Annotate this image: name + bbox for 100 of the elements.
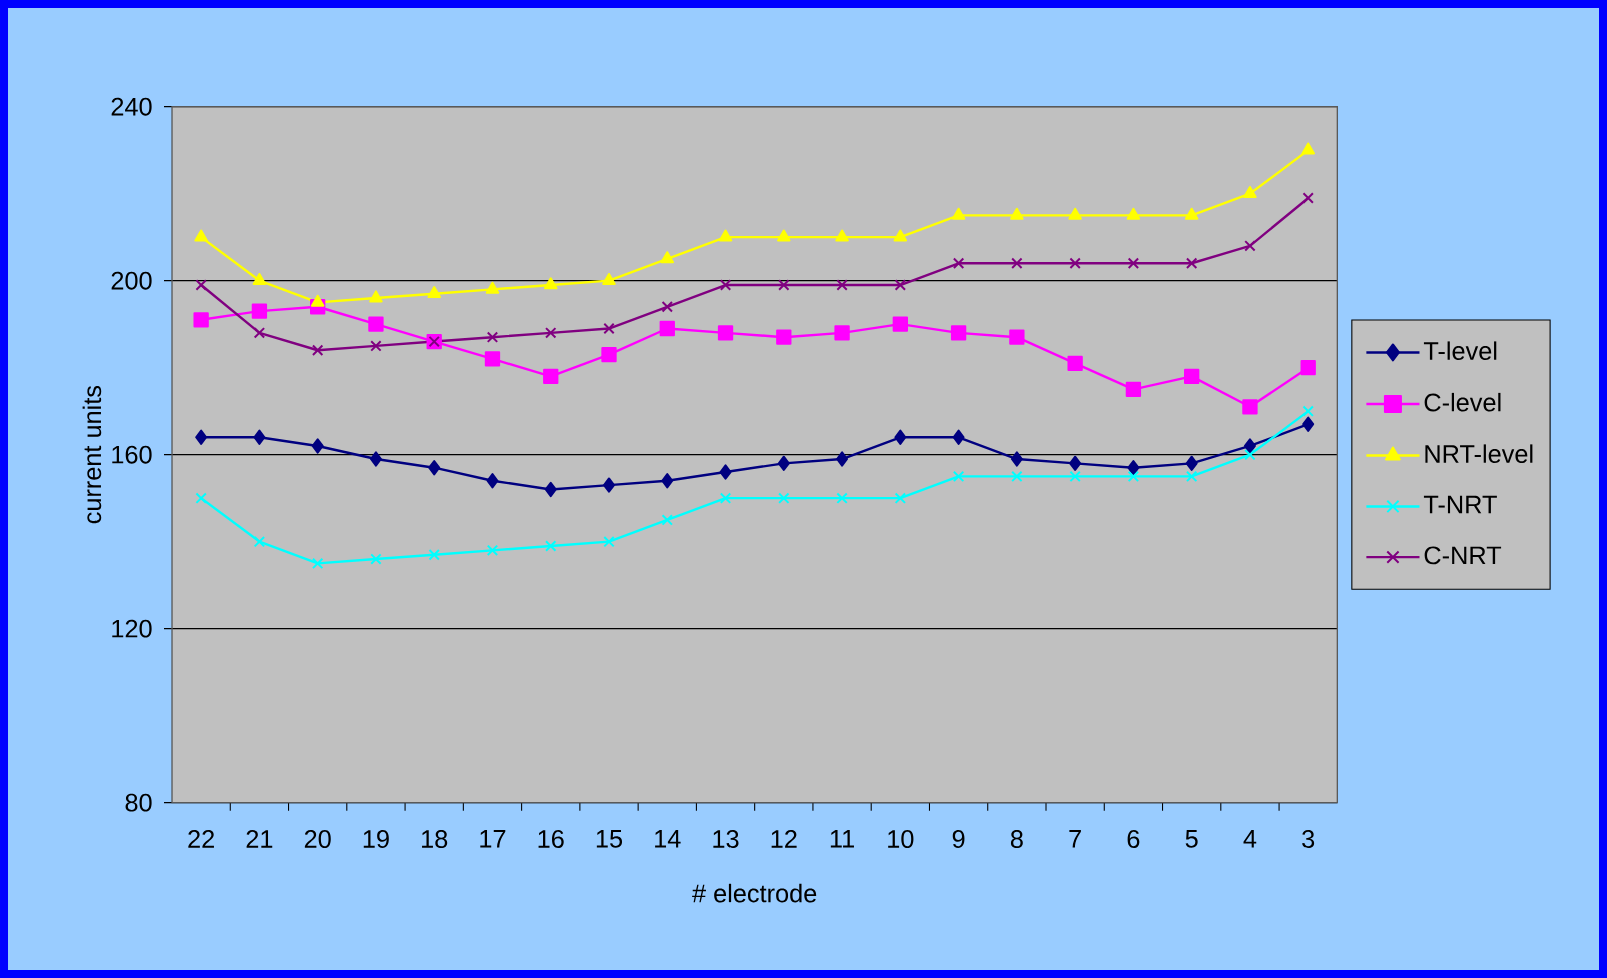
point [427,286,441,299]
point [836,492,848,504]
point [952,429,965,445]
point [952,470,965,483]
point [428,460,441,476]
point [1184,207,1199,220]
point [894,492,907,504]
point [428,548,440,561]
point [719,492,732,504]
point [545,540,557,552]
legend-label: T-level [1423,341,1497,361]
point [1011,470,1023,483]
point [253,327,266,339]
y-axis-title: current units [82,385,102,524]
point [1069,257,1081,269]
point [545,327,557,339]
point [311,557,324,570]
point [718,229,733,242]
point [1244,240,1256,252]
point [778,492,790,504]
point [252,272,267,285]
point [952,257,965,269]
point [485,281,500,294]
x-axis-title: # electrode [692,883,817,903]
x-tick-label: 13 [713,830,739,848]
point [1185,470,1198,483]
legend-label: C-NRT [1424,546,1502,565]
point [835,229,849,242]
point [777,229,791,242]
point [1243,438,1256,454]
x-tick-label: 10 [888,830,914,848]
point [660,251,675,264]
point [836,279,848,291]
point [894,429,907,445]
x-tick-label: 17 [480,830,506,848]
point [834,325,850,341]
point [661,473,674,489]
y-tick-label: 240 [111,97,152,116]
point [719,279,732,291]
point [1127,257,1140,269]
point [1302,405,1314,417]
point [253,535,266,548]
point [1069,470,1081,483]
point [894,279,907,291]
point [778,279,790,291]
point [253,429,266,445]
x-tick-label: 14 [655,830,681,848]
point [1011,257,1023,269]
point [1242,399,1258,415]
point [484,351,501,367]
x-tick-label: 5 [1185,830,1198,848]
point [195,429,208,445]
point [194,229,208,242]
point [1244,448,1256,461]
point [1300,359,1316,376]
x-tick-label: 6 [1127,830,1140,848]
point [1302,192,1314,204]
point [602,272,616,285]
point [777,455,790,472]
point [1067,355,1083,371]
point [1243,185,1257,198]
legend-label: C-level [1424,392,1501,412]
point [1185,257,1198,269]
point [836,451,849,467]
point [603,477,616,493]
point [195,279,207,291]
point [370,553,382,565]
point [543,368,559,385]
point [661,301,673,313]
point [661,514,673,526]
point [369,451,382,467]
point [659,320,675,337]
point [1301,142,1315,155]
y-tick-label: 120 [112,619,152,638]
point [1184,368,1200,385]
point [892,316,908,332]
point [544,481,557,498]
x-tick-label: 7 [1069,830,1081,848]
point [486,544,499,557]
point [601,346,617,363]
x-tick-label: 21 [246,830,273,848]
point [251,303,268,319]
point [1302,416,1315,432]
x-tick-label: 4 [1243,830,1257,848]
point [311,438,324,454]
x-tick-label: 3 [1302,830,1315,848]
x-tick-label: 22 [188,830,214,848]
x-tick-label: 16 [538,830,564,848]
point [195,492,207,504]
x-tick-label: 9 [952,830,965,848]
x-tick-label: 11 [830,830,854,848]
point [1069,455,1082,472]
point [1010,451,1023,467]
point [950,325,967,341]
point [603,322,615,335]
point [1126,207,1141,220]
x-tick-label: 12 [771,830,797,848]
point [1127,470,1140,483]
point [603,535,615,548]
x-tick-label: 15 [596,830,623,848]
